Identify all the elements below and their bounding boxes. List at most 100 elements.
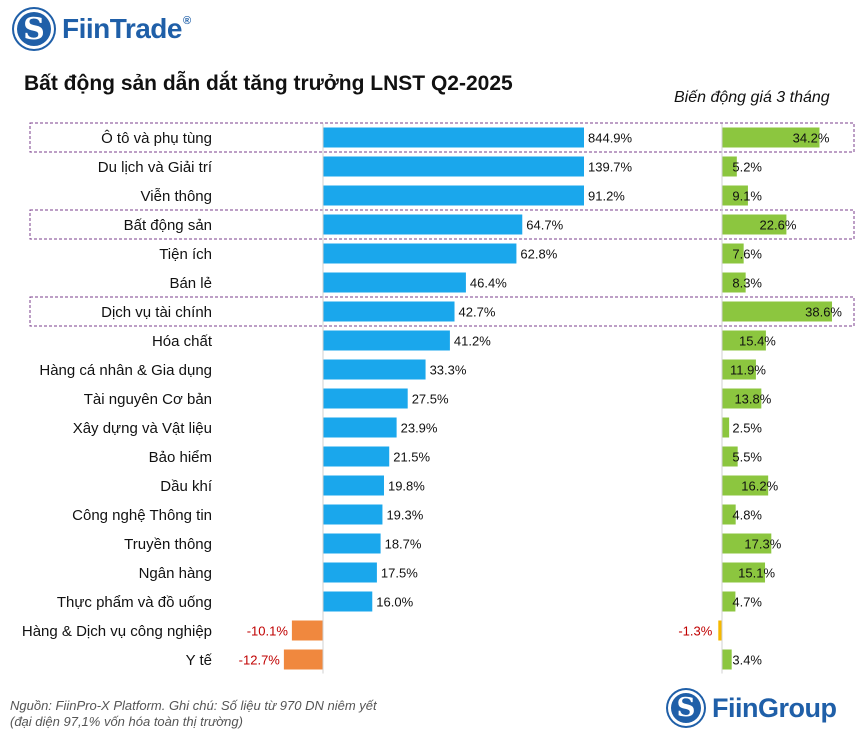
price-value-label: 7.6% <box>732 247 762 262</box>
price-value-label: 9.1% <box>732 189 762 204</box>
profit-value-label: 844.9% <box>588 131 633 146</box>
category-label: Thực phẩm và đồ uống <box>57 594 212 611</box>
profit-bar <box>323 156 584 177</box>
profit-value-label: 21.5% <box>393 450 430 465</box>
profit-value-label: 16.0% <box>376 595 413 610</box>
price-bar <box>722 243 744 264</box>
source-note-line1: Nguồn: FiinPro-X Platform. Ghi chú: Số l… <box>10 698 377 713</box>
profit-bar <box>323 591 373 612</box>
profit-value-label: 91.2% <box>588 189 625 204</box>
profit-value-label: 64.7% <box>526 218 563 233</box>
price-value-label: 11.9% <box>730 363 766 378</box>
profit-bar <box>323 475 384 496</box>
profit-bar <box>323 330 450 351</box>
category-label: Dịch vụ tài chính <box>101 304 212 321</box>
price-value-label: -1.3% <box>678 624 712 639</box>
fiingroup-logo: S FiinGroup <box>668 690 837 726</box>
price-bar <box>722 562 766 583</box>
price-bar <box>722 649 732 670</box>
profit-bar <box>323 272 466 293</box>
profit-bar <box>291 620 323 641</box>
profit-value-label: 46.4% <box>470 276 507 291</box>
price-value-label: 34.2% <box>793 131 830 146</box>
profit-value-label: -12.7% <box>239 653 281 668</box>
category-label: Xây dựng và Vật liệu <box>73 420 212 437</box>
fiintrade-logo-icon: S <box>14 9 54 49</box>
profit-bar <box>323 446 390 467</box>
profit-bar <box>283 649 323 670</box>
price-value-label: 2.5% <box>732 421 762 436</box>
profit-value-label: 33.3% <box>430 363 467 378</box>
price-value-label: 5.2% <box>732 160 762 175</box>
price-value-label: 15.4% <box>739 334 776 349</box>
profit-bar <box>323 359 426 380</box>
price-bar <box>722 475 769 496</box>
profit-bar <box>323 562 377 583</box>
fiingroup-logo-icon: S <box>668 690 704 726</box>
profit-value-label: 42.7% <box>459 305 496 320</box>
category-label: Y tế <box>186 652 213 669</box>
category-label: Công nghệ Thông tin <box>72 507 212 524</box>
category-label: Viễn thông <box>141 188 212 205</box>
highlight-box <box>29 296 855 327</box>
profit-value-label: 27.5% <box>412 392 449 407</box>
price-bar <box>722 127 820 148</box>
price-value-label: 22.6% <box>760 218 797 233</box>
category-label: Bảo hiểm <box>149 449 212 466</box>
price-bar <box>722 417 730 438</box>
profit-bar <box>323 301 455 322</box>
price-bar <box>722 359 756 380</box>
category-label: Bán lẻ <box>169 275 212 292</box>
price-value-label: 5.5% <box>732 450 762 465</box>
profit-bar <box>323 214 523 235</box>
price-bar <box>722 591 736 612</box>
profit-value-label: 19.3% <box>386 508 423 523</box>
price-bar <box>722 214 787 235</box>
price-value-label: 16.2% <box>741 479 778 494</box>
category-label: Dầu khí <box>160 478 213 495</box>
category-label: Bất động sản <box>124 217 212 234</box>
category-label: Ô tô và phụ tùng <box>101 130 212 147</box>
price-value-label: 8.3% <box>732 276 762 291</box>
price-bar <box>722 446 738 467</box>
profit-bar <box>323 127 584 148</box>
category-label: Hóa chất <box>152 333 213 350</box>
profit-bar <box>323 417 397 438</box>
fiintrade-logo: S FiinTrade® <box>14 9 191 49</box>
category-label: Tiện ích <box>159 246 212 263</box>
highlight-box <box>29 122 855 153</box>
profit-value-label: 62.8% <box>520 247 557 262</box>
price-bar <box>722 388 762 409</box>
category-label: Hàng cá nhân & Gia dụng <box>39 362 212 379</box>
price-bar <box>722 533 772 554</box>
category-label: Tài nguyên Cơ bản <box>84 391 212 408</box>
price-bar <box>722 504 736 525</box>
price-bar <box>722 156 737 177</box>
profit-value-label: 139.7% <box>588 160 633 175</box>
price-value-label: 4.8% <box>732 508 762 523</box>
price-bar <box>722 301 833 322</box>
price-bar <box>722 185 748 206</box>
category-label: Du lịch và Giải trí <box>98 159 213 176</box>
fiingroup-logo-text: FiinGroup <box>712 692 837 723</box>
profit-value-label: 17.5% <box>381 566 418 581</box>
highlight-box <box>29 209 855 240</box>
profit-value-label: 18.7% <box>385 537 422 552</box>
price-bar <box>718 620 722 641</box>
category-label: Truyền thông <box>124 536 212 553</box>
profit-value-label: 23.9% <box>401 421 438 436</box>
source-note-line2: (đại diện 97,1% vốn hóa toàn thị trường) <box>10 714 243 729</box>
profit-value-label: 19.8% <box>388 479 425 494</box>
price-value-label: 3.4% <box>732 653 762 668</box>
profit-bar <box>323 504 383 525</box>
fiintrade-logo-text: FiinTrade® <box>62 13 191 44</box>
profit-value-label: -10.1% <box>247 624 289 639</box>
category-label: Ngân hàng <box>139 565 212 582</box>
price-change-header: Biến động giá 3 tháng <box>674 89 830 106</box>
profit-bar <box>323 185 584 206</box>
price-value-label: 13.8% <box>734 392 771 407</box>
price-bar <box>722 330 766 351</box>
profit-bar <box>323 388 408 409</box>
price-bar <box>722 272 746 293</box>
